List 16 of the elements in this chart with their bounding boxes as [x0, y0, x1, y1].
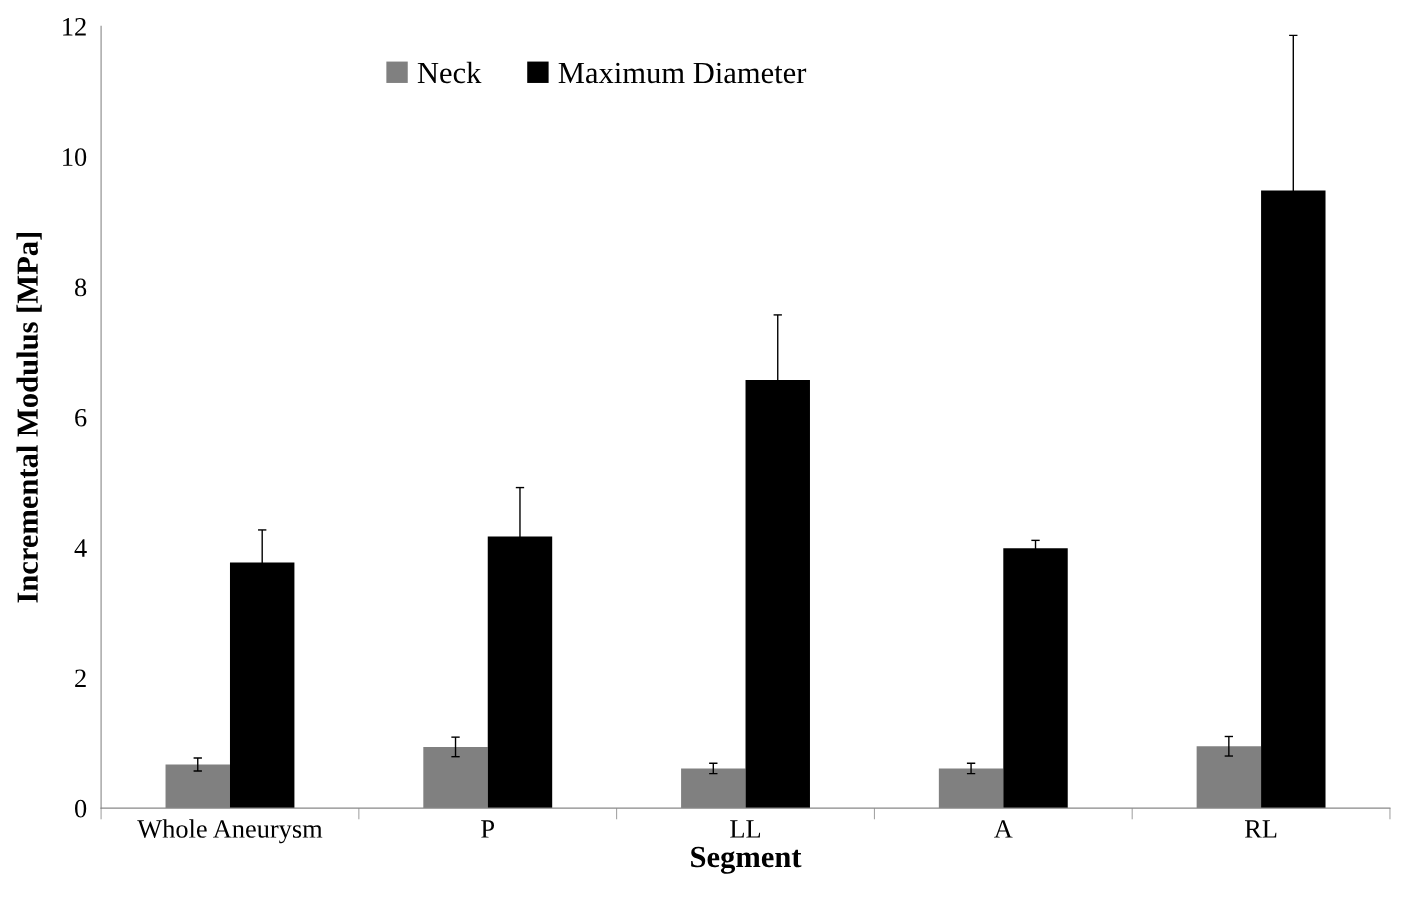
- x-tick-label: Whole Aneurysm: [137, 819, 323, 844]
- x-tick-label: RL: [1244, 820, 1277, 838]
- y-tick-label: 10: [63, 148, 87, 166]
- x-tick-label: A: [994, 820, 1013, 838]
- x-tick-label: P: [481, 820, 495, 838]
- y-tick-label: 2: [75, 669, 86, 687]
- y-axis-title: Incremental Modulus [MPa]: [16, 233, 42, 603]
- legend-label: Neck: [417, 61, 482, 84]
- x-axis-title: Segment: [691, 846, 802, 874]
- y-tick-label: 8: [75, 278, 87, 297]
- y-tick-label: 6: [75, 408, 87, 427]
- legend-label: Maximum Diameter: [558, 62, 807, 84]
- y-tick-label: 4: [74, 539, 87, 557]
- y-tick-label: 0: [75, 799, 87, 818]
- x-tick-label: LL: [730, 820, 761, 838]
- y-tick-label: 12: [63, 17, 86, 36]
